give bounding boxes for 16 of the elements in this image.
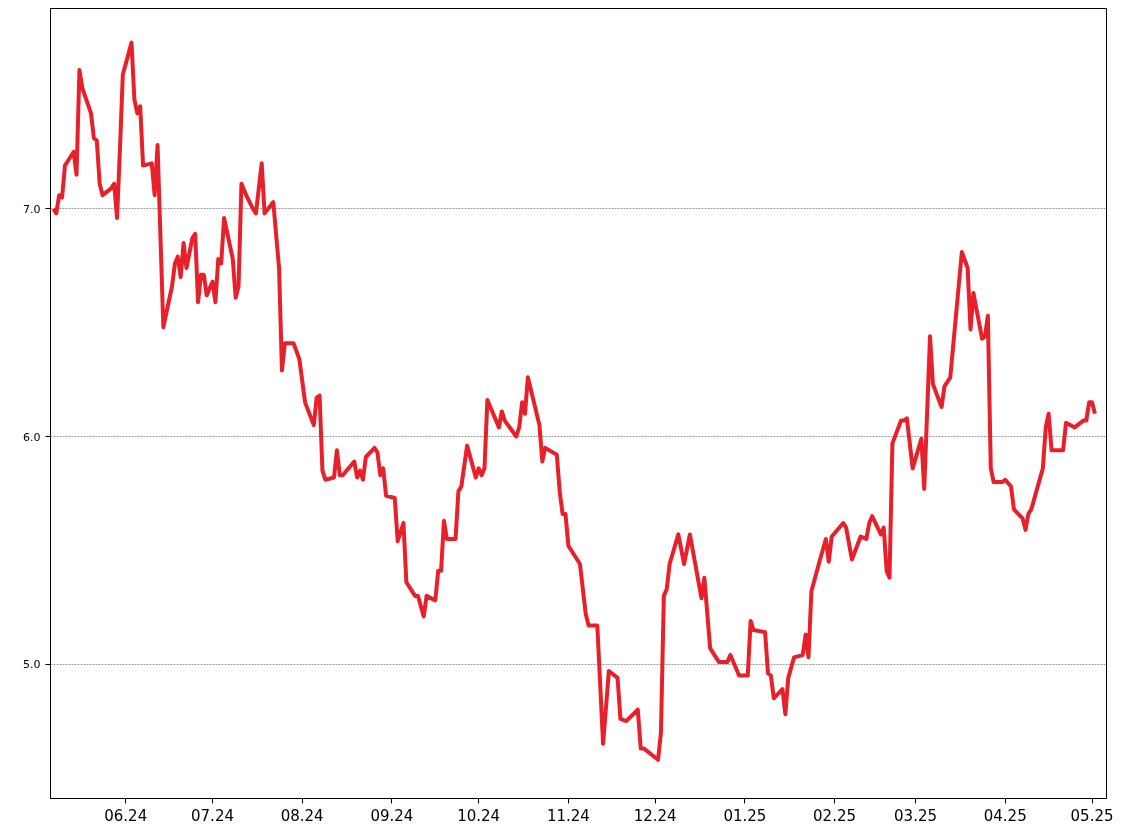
x-tick-label: 09.24 <box>370 806 414 825</box>
x-tick-label: 08.24 <box>280 806 324 825</box>
x-tick-label: 11.24 <box>546 806 590 825</box>
x-tick-label: 07.24 <box>191 806 234 825</box>
y-tick-label: 6.0 <box>23 430 41 444</box>
x-tick-label: 12.24 <box>633 806 677 825</box>
x-tick-label: 01.25 <box>723 806 767 825</box>
x-tick-label: 10.24 <box>457 806 501 825</box>
y-tick-label: 7.0 <box>23 202 41 216</box>
x-tick-label: 06.24 <box>104 806 148 825</box>
line-series <box>51 40 1097 762</box>
x-tick-label: 04.25 <box>983 806 1027 825</box>
x-tick-label: 05.25 <box>1070 806 1114 825</box>
x-tick-label: 02.25 <box>813 806 857 825</box>
y-tick-label: 5.0 <box>23 658 41 672</box>
x-tick-label: 03.25 <box>894 806 938 825</box>
